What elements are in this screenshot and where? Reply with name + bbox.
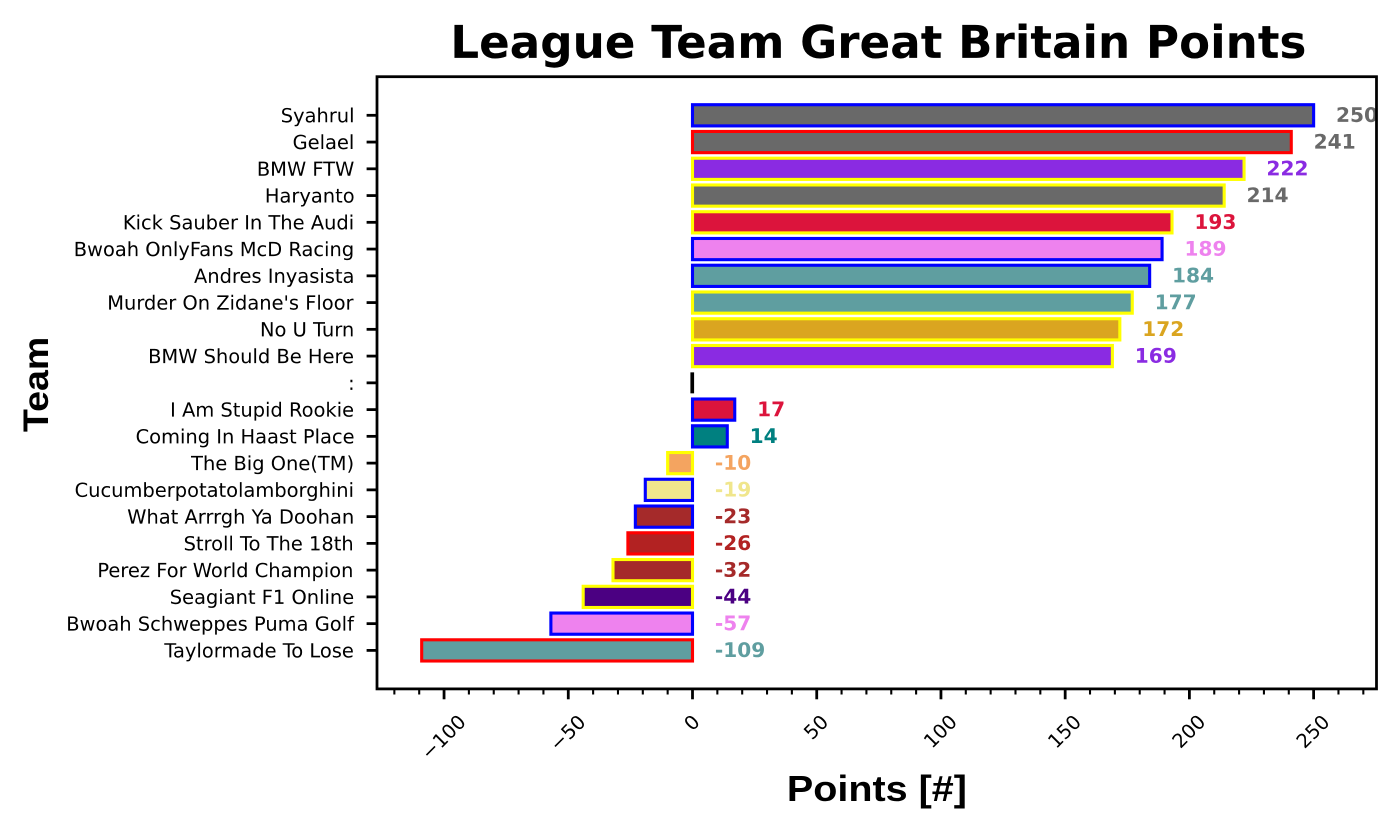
svg-text:Team: Team xyxy=(17,337,56,432)
svg-text:Points [#]: Points [#] xyxy=(787,768,967,809)
